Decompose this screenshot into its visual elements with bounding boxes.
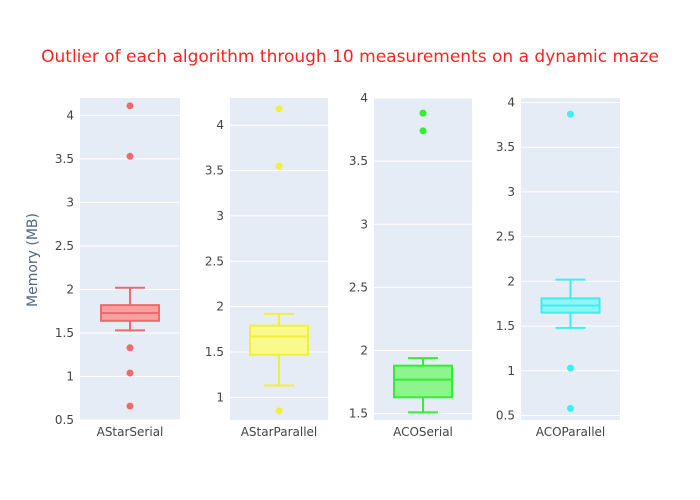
y-tick-label: 2 [360,344,368,358]
outlier-point [126,152,134,160]
outlier-point [567,404,574,412]
y-tick-label: 3 [216,209,224,223]
panel-astarparallel: 1 1.5 2 2.5 3 3.5 4 AStarParallel [205,98,328,439]
panel-acoparallel: 0.5 1 1.5 2 2.5 3 3.5 4 ACOParallel [496,95,620,439]
outlier-point [419,127,427,135]
y-tick-label: 4 [66,108,74,122]
outlier-point [126,344,134,352]
y-tick-label: 3 [360,217,368,231]
y-tick-label: 1.5 [496,319,515,333]
y-tick-label: 2 [216,300,224,314]
y-tick-label: 3.5 [55,152,74,166]
y-tick-label: 3.5 [205,164,224,178]
y-tick-label: 2.5 [205,254,224,268]
y-tick-label: 2.5 [496,230,515,244]
y-tick-label: 1.5 [205,345,224,359]
iqr-box [249,324,309,356]
outlier-point [419,109,427,117]
outlier-point [275,162,283,170]
y-tick-label: 0.5 [496,409,515,423]
iqr-box [393,364,453,399]
y-tick-label: 2 [66,282,74,296]
y-tick-label: 4 [216,118,224,132]
y-axis-label: Memory (MB) [25,213,41,307]
panel-astarserial: 0.5 1 1.5 2 2.5 3 3.5 4 AStarSerial [55,98,180,439]
x-category-label: ACOParallel [536,425,606,439]
chart-title: Outlier of each algorithm through 10 mea… [41,47,659,67]
outlier-point [567,110,574,118]
outlier-point [567,364,574,372]
y-tick-label: 4 [360,91,368,105]
panel-acoserial: 1.5 2 2.5 3 3.5 4 ACOSerial [349,91,472,439]
outlier-point [126,402,134,410]
x-category-label: ACOSerial [393,425,453,439]
y-tick-label: 1 [507,364,515,378]
y-tick-label: 2.5 [349,280,368,294]
y-tick-label: 4 [507,95,515,109]
y-tick-label: 2 [507,274,515,288]
y-tick-label: 3.5 [349,154,368,168]
y-tick-label: 3 [507,185,515,199]
y-tick-label: 2.5 [55,239,74,253]
plot-background [80,98,180,420]
outlier-point [275,407,283,415]
outlier-point [126,102,134,110]
y-tick-label: 3 [66,195,74,209]
plot-background [521,98,620,420]
x-category-label: AStarSerial [97,425,164,439]
outlier-point [275,105,283,113]
chart-panels: 0.5 1 1.5 2 2.5 3 3.5 4 AStarSerial 1 1.5 2 2.5 3 3.5 4… [55,91,620,439]
y-tick-label: 1 [216,390,224,404]
y-tick-label: 0.5 [55,413,74,427]
outlier-point [126,369,134,377]
y-tick-label: 3.5 [496,140,515,154]
y-tick-label: 1.5 [55,326,74,340]
y-tick-label: 1 [66,369,74,383]
y-tick-label: 1.5 [349,407,368,421]
x-category-label: AStarParallel [241,425,318,439]
